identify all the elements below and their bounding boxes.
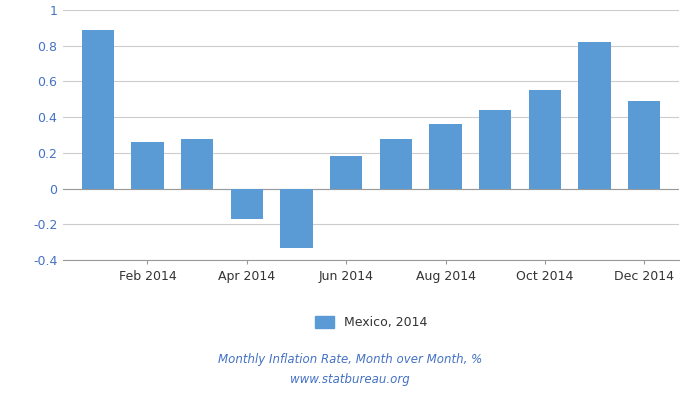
Bar — [429, 124, 462, 188]
Bar — [479, 110, 511, 188]
Bar — [132, 142, 164, 188]
Bar — [231, 188, 263, 219]
Bar — [528, 90, 561, 188]
Bar — [280, 188, 313, 248]
Bar — [379, 138, 412, 188]
Text: Monthly Inflation Rate, Month over Month, %: Monthly Inflation Rate, Month over Month… — [218, 354, 482, 366]
Bar — [578, 42, 610, 188]
Bar — [82, 30, 114, 188]
Bar — [330, 156, 363, 188]
Bar — [628, 101, 660, 188]
Text: www.statbureau.org: www.statbureau.org — [290, 374, 410, 386]
Legend: Mexico, 2014: Mexico, 2014 — [310, 311, 432, 334]
Bar — [181, 138, 214, 188]
